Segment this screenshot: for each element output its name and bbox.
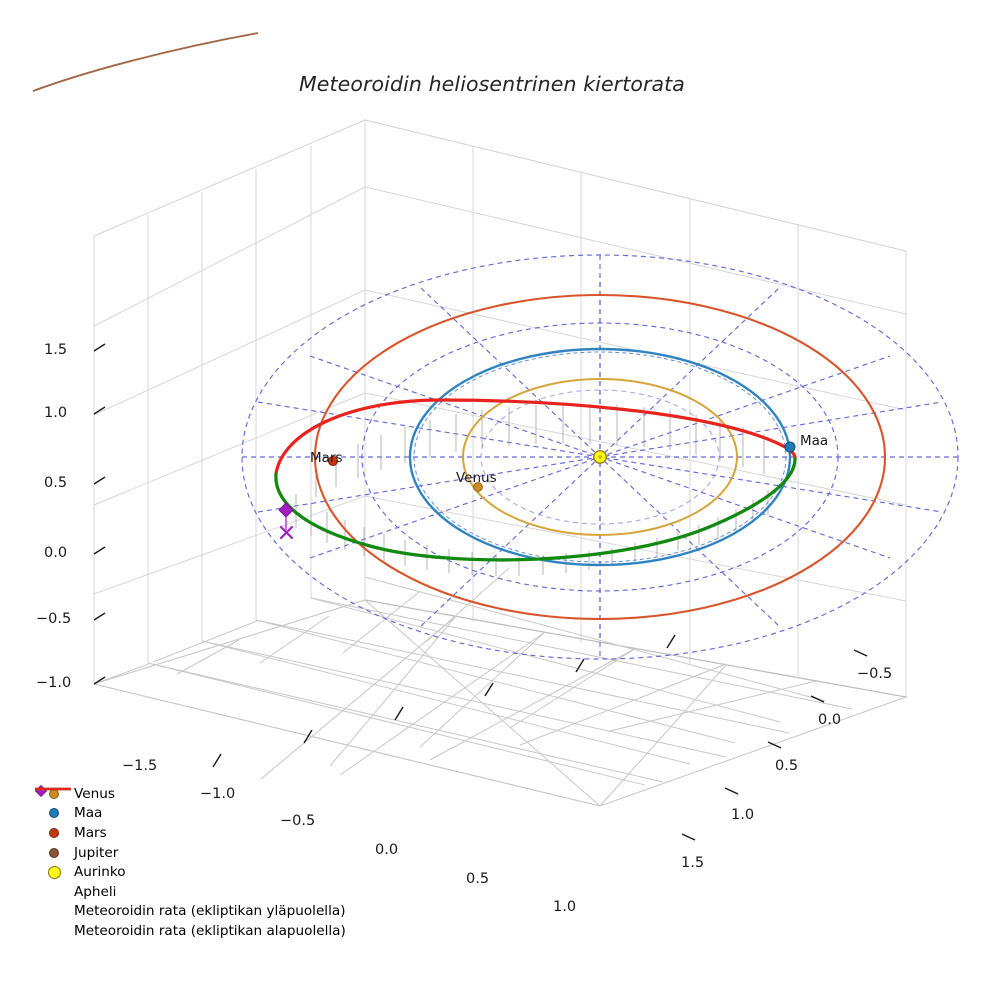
x-tick-label: 0.5 — [466, 871, 490, 887]
circle-marker — [34, 808, 74, 819]
body-venus — [473, 482, 483, 492]
y-tick-label: 1.0 — [731, 807, 755, 823]
legend-label: Jupiter — [74, 844, 119, 861]
legend-label: Venus — [74, 785, 115, 802]
circle-marker — [34, 865, 74, 879]
body-mars — [327, 455, 339, 467]
circle-marker — [34, 847, 74, 858]
orbit-meteoroid-below — [274, 398, 797, 476]
legend-item-jupiter: Jupiter — [34, 843, 346, 863]
z-tick-label: −0.5 — [36, 611, 72, 627]
legend-label: Meteoroidin rata (ekliptikan alapuolella… — [74, 922, 346, 939]
legend-label: Apheli — [74, 883, 117, 900]
x-tick-label: 1.0 — [553, 899, 577, 915]
axis-ticks — [93, 343, 868, 841]
legend-item-maa: Maa — [34, 804, 346, 824]
z-tick-label: 0.5 — [44, 475, 68, 491]
z-tick-label: −1.0 — [36, 675, 72, 691]
legend: Venus Maa Mars Jupiter Aurinko — [34, 784, 346, 941]
orbit-meteoroid-above — [274, 457, 797, 562]
chart-title: Meteoroidin heliosentrinen kiertorata — [299, 72, 685, 96]
legend-label: Maa — [74, 805, 103, 822]
label-mars: Mars — [310, 450, 343, 466]
circle-marker — [34, 827, 74, 838]
y-tick-label: 0.5 — [775, 758, 799, 774]
orbit-mars — [313, 293, 887, 621]
legend-item-aurinko: Aurinko — [34, 862, 346, 882]
label-venus: Venus — [456, 470, 497, 486]
body-aurinko — [593, 450, 607, 464]
x-tick-label: −1.5 — [122, 758, 158, 774]
legend-item-meteoroid-below: Meteoroidin rata (ekliptikan alapuolella… — [34, 787, 346, 941]
legend-item-meteoroid-above: Meteoroidin rata (ekliptikan yläpuolella… — [34, 787, 346, 922]
x-tick-label: −0.5 — [280, 813, 316, 829]
pane-grid-left — [93, 119, 366, 685]
legend-label: Aurinko — [74, 864, 126, 881]
orbit-venus — [462, 378, 738, 536]
z-tick-label: 1.0 — [44, 405, 68, 421]
body-maa — [784, 441, 796, 453]
z-tick-label: 1.5 — [44, 342, 68, 358]
x-tick-label: −1.0 — [200, 786, 236, 802]
pane-grid-floor-cross — [93, 576, 826, 807]
pane-grid-floor — [92, 567, 908, 807]
orbit-maa — [408, 347, 792, 567]
legend-item-mars: Mars — [34, 823, 346, 843]
x-tick-label: 0.0 — [375, 842, 399, 858]
legend-label: Mars — [74, 824, 107, 841]
pane-grid-right — [364, 119, 907, 698]
legend-item-apheli: Apheli — [34, 784, 346, 902]
y-tick-label: 1.5 — [681, 855, 705, 871]
marker-apheli — [278, 502, 294, 540]
orbit-jupiter — [32, 32, 259, 92]
z-tick-label: 0.0 — [44, 545, 68, 561]
y-tick-label: −0.5 — [857, 666, 893, 682]
legend-label: Meteoroidin rata (ekliptikan yläpuolella… — [74, 903, 346, 920]
label-maa: Maa — [800, 433, 829, 449]
legend-item-venus: Venus — [34, 784, 346, 804]
y-tick-label: 0.0 — [818, 712, 842, 728]
